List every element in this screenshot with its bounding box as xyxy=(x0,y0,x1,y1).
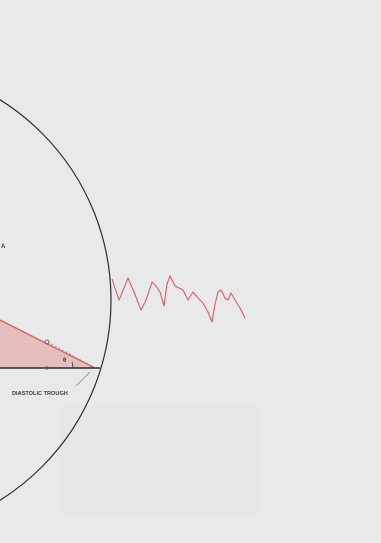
point-marker xyxy=(44,339,50,345)
angle-arc xyxy=(71,361,74,369)
baseline-point xyxy=(45,366,49,370)
pulse-waveform xyxy=(111,275,246,323)
leader-line xyxy=(75,371,91,387)
upper-label: A xyxy=(1,244,6,250)
trough-label: DIASTOLIC TROUGH xyxy=(12,391,68,397)
faded-block xyxy=(60,405,260,515)
reference-circle xyxy=(0,99,112,501)
angle-symbol: θ xyxy=(63,358,66,364)
construction-line xyxy=(47,341,96,369)
